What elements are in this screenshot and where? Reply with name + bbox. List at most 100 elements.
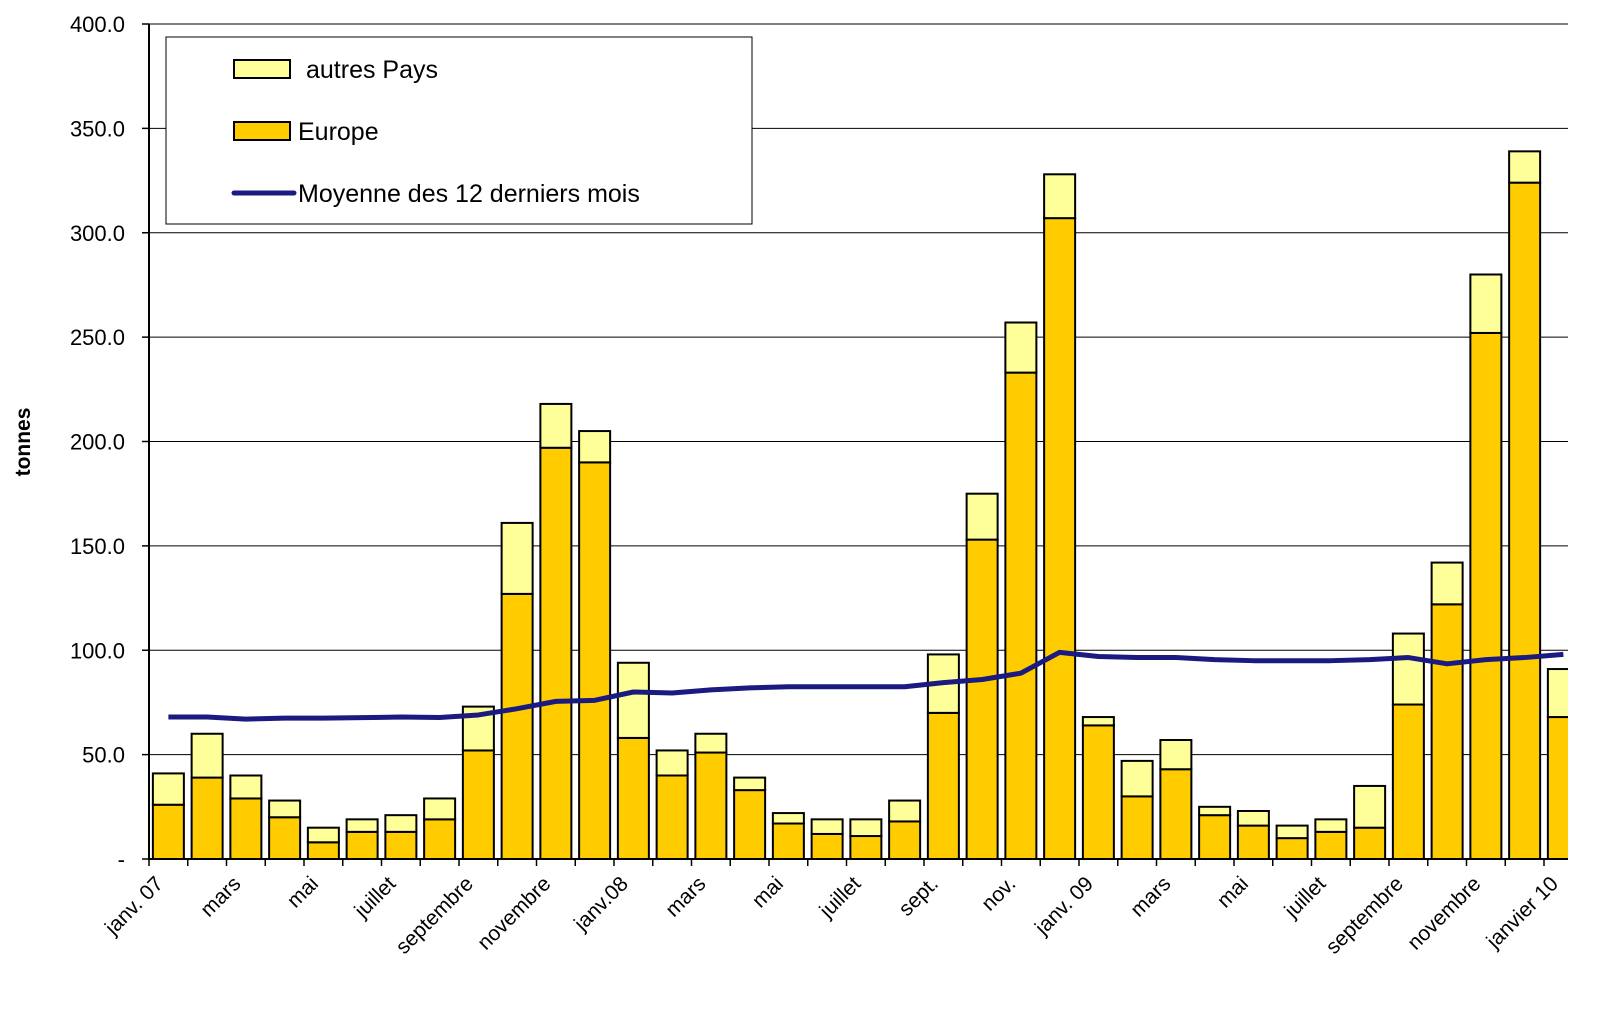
bar [733, 789, 767, 860]
y-axis-label: tonnes [12, 408, 35, 477]
bar [771, 812, 805, 825]
bar [810, 818, 844, 835]
bar [384, 830, 418, 860]
y-tick-label: 400.0 [70, 12, 125, 37]
bar [1391, 703, 1425, 861]
x-tick-label: sept. [894, 872, 942, 920]
bar [229, 797, 263, 861]
bar [1198, 814, 1232, 860]
bar [1314, 830, 1348, 860]
bar [1120, 795, 1154, 860]
bar [1120, 759, 1154, 798]
bar [1198, 805, 1232, 817]
bar [616, 661, 650, 739]
bar [345, 818, 379, 833]
bar [1081, 716, 1115, 727]
bar [1546, 716, 1568, 860]
bar [655, 749, 689, 777]
x-tick-label: mai [1213, 872, 1253, 912]
bar [1236, 809, 1270, 827]
bar [190, 776, 224, 861]
bar [1275, 824, 1309, 840]
bar [888, 820, 922, 860]
bar [539, 402, 573, 449]
bar [306, 826, 340, 844]
y-tick-label: 150.0 [70, 534, 125, 559]
bar [926, 711, 960, 860]
bar [229, 774, 263, 800]
bar [151, 803, 185, 860]
y-tick-label: 250.0 [70, 325, 125, 350]
bar [1043, 217, 1077, 860]
x-tick-label: juillet [350, 872, 401, 923]
x-tick-label: juillet [815, 872, 866, 923]
x-tick-label: novembre [1403, 872, 1485, 954]
bar [1391, 632, 1425, 706]
bar [1546, 668, 1568, 719]
x-tick-label: mars [661, 872, 710, 921]
y-tick-label: 200.0 [70, 430, 125, 455]
bar [1159, 739, 1193, 771]
bar [965, 492, 999, 541]
bar [694, 732, 728, 754]
average-line [168, 649, 1564, 722]
bar [888, 799, 922, 823]
y-tick-label: - [118, 847, 125, 872]
x-tick-label: mars [196, 872, 245, 921]
bar [694, 751, 728, 860]
x-tick-label: mars [1126, 872, 1175, 921]
bar [1469, 331, 1503, 860]
bar [1314, 818, 1348, 833]
x-tick-label: juillet [1280, 872, 1331, 923]
bar [1469, 273, 1503, 334]
bar [965, 538, 999, 860]
bar [1353, 826, 1387, 860]
legend-label: Europe [298, 118, 379, 146]
bar [578, 430, 612, 464]
bar [461, 749, 495, 861]
legend-label: Moyenne des 12 derniers mois [298, 180, 640, 208]
x-tick-label: septembre [1321, 872, 1407, 958]
legend-label: autres Pays [306, 56, 438, 84]
x-tick-label: janv. 07 [100, 872, 168, 940]
x-tick-label: janv.08 [569, 872, 633, 936]
bar [771, 822, 805, 861]
x-tick-label: nov. [977, 872, 1020, 915]
bar [1430, 603, 1464, 861]
bar [655, 774, 689, 860]
bar [849, 835, 883, 860]
legend-swatch [233, 121, 291, 141]
y-tick-label: 100.0 [70, 638, 125, 663]
chart: tonnes - 50.0 100.0 150.0 200.0 250.0 300.0 350… [12, 12, 1568, 959]
x-tick-label: septembre [391, 872, 477, 958]
bar [1353, 784, 1387, 829]
bar [423, 797, 457, 821]
bar [306, 841, 340, 860]
bar [1159, 768, 1193, 860]
bar [190, 732, 224, 779]
bar [1236, 824, 1270, 860]
y-tick-label: 350.0 [70, 116, 125, 141]
x-tick-label: janvier 10 [1482, 872, 1563, 953]
bar [1508, 150, 1542, 184]
y-tick-label: 300.0 [70, 221, 125, 246]
bar [268, 816, 302, 860]
bar [616, 736, 650, 860]
bar [384, 814, 418, 833]
x-tick-label: mai [283, 872, 323, 912]
bar [1043, 173, 1077, 220]
bar [1004, 371, 1038, 860]
x-tick-label: mai [748, 872, 788, 912]
y-tick-label: 50.0 [82, 743, 125, 768]
bar [1430, 561, 1464, 606]
bar [151, 772, 185, 806]
bar [500, 521, 534, 595]
bar [1508, 181, 1542, 860]
bar [810, 832, 844, 861]
bar [1081, 724, 1115, 861]
bar [578, 461, 612, 860]
x-tick-label: novembre [473, 872, 555, 954]
bar [539, 446, 573, 860]
bar [1275, 837, 1309, 860]
